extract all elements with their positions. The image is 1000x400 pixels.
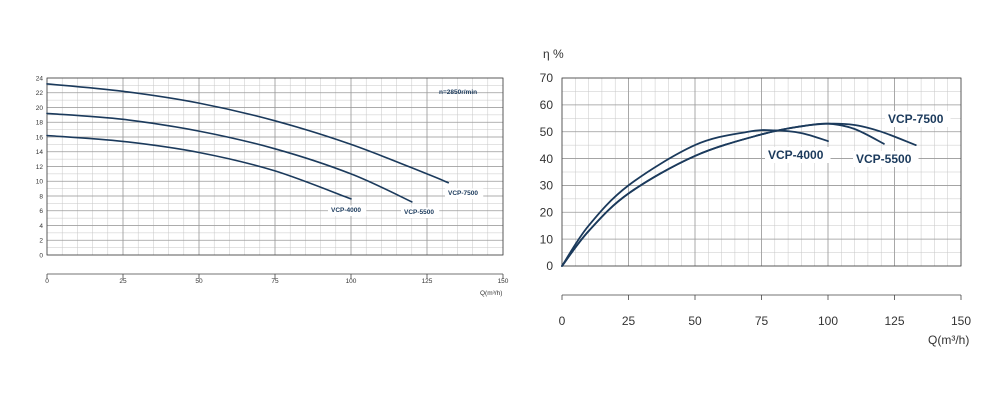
curve-vcp-4000 [561,129,829,267]
series-label-vcp-7500: VCP-7500 [448,190,478,197]
y-tick-label: 4 [39,223,43,230]
series-label-bg [885,111,951,127]
series-label-bg [445,188,484,199]
x-axis-title: Q(m³/h) [480,290,502,297]
y-tick-label: 8 [39,193,43,200]
x-tick-label: 25 [622,314,636,328]
series-label-bg [765,147,831,163]
y-tick-label: 12 [36,164,44,171]
y-tick-label: 16 [36,134,44,141]
x-tick-label: 125 [422,278,433,285]
y-tick-label: 20 [540,205,554,219]
plot-frame [561,77,962,267]
x-tick-label: 0 [559,314,566,328]
y-tick-label: 18 [36,120,44,127]
y-tick-label: 70 [540,71,554,85]
efficiency-curve-chart: 0 10 20 30 40 50 60 70 0 25 50 75 100 125 150 Q(m³/h) η … [540,47,972,347]
x-tick-label: 50 [688,314,702,328]
y-tick-label: 30 [540,179,554,193]
y-tick-label: 24 [36,75,44,82]
x-tick-label: 150 [951,314,971,328]
y-tick-label: 10 [36,179,44,186]
x-tick-label: 0 [45,278,49,285]
y-tick-label: 14 [36,149,44,156]
x-tick-label: 125 [884,314,904,328]
x-tick-label: 25 [119,278,127,285]
y-tick-label: 22 [36,90,44,97]
series-label-vcp-5500: VCP-5500 [856,152,912,166]
series-label-bg [401,207,440,218]
x-tick-label: 50 [195,278,203,285]
y-tick-label: 0 [546,259,553,273]
curve-vcp-7500 [46,83,450,184]
curve-vcp-4000 [46,134,352,200]
series-label-vcp-7500: VCP-7500 [888,112,944,126]
series-label-bg [328,205,367,216]
y-tick-label: 60 [540,98,554,112]
y-axis-title: η % [543,47,564,61]
y-tick-label: 10 [540,232,554,246]
y-tick-label: 40 [540,152,554,166]
x-tick-label: 100 [346,278,357,285]
x-axis-title: Q(m³/h) [928,333,969,347]
x-tick-label: 75 [271,278,279,285]
series-label-vcp-4000: VCP-4000 [331,207,361,214]
x-tick-label: 150 [498,278,509,285]
y-tick-label: 6 [39,208,43,215]
x-tick-label: 100 [818,314,838,328]
series-label-vcp-5500: VCP-5500 [404,209,434,216]
y-tick-label: 50 [540,125,554,139]
series-label-vcp-4000: VCP-4000 [768,148,824,162]
y-tick-label: 20 [36,105,44,112]
curve-vcp-5500 [561,122,885,267]
speed-annotation: n=2850r/min [439,89,477,96]
curve-vcp-5500 [46,112,413,203]
y-tick-label: 2 [39,238,43,245]
y-tick-label: 0 [39,252,43,259]
x-tick-label: 75 [755,314,769,328]
plot-frame [46,77,504,256]
series-label-bg [853,151,919,167]
